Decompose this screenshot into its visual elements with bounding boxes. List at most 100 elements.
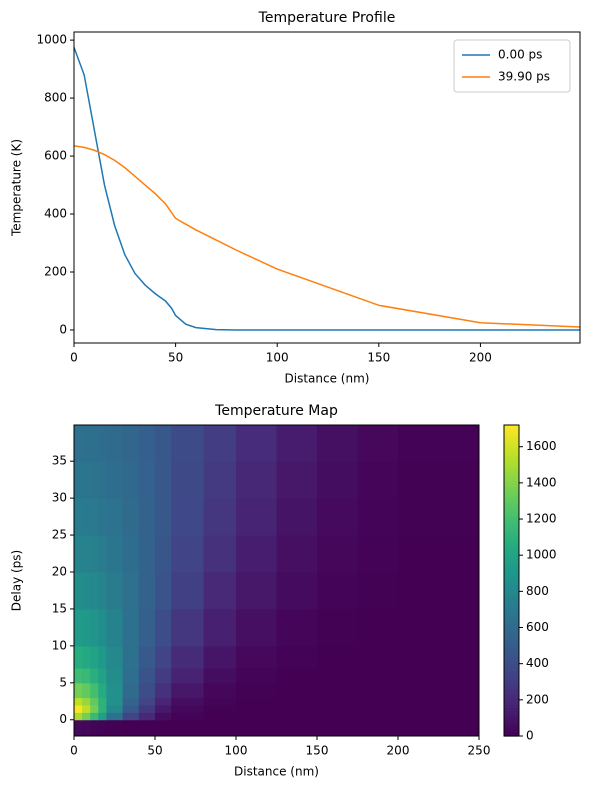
heatmap-cell bbox=[122, 608, 140, 647]
colorbar-strip bbox=[504, 471, 519, 476]
heatmap-cell bbox=[138, 682, 156, 699]
colorbar-tick-label: 800 bbox=[526, 584, 549, 598]
colorbar-strip bbox=[504, 717, 519, 722]
heatmap-cell bbox=[106, 608, 124, 647]
y-tick-label: 25 bbox=[52, 528, 67, 542]
heatmap-cell bbox=[317, 645, 358, 669]
x-tick-label: 150 bbox=[367, 351, 390, 365]
heatmap-cell bbox=[398, 697, 480, 706]
colorbar-strip bbox=[504, 568, 519, 572]
colorbar-strip bbox=[504, 689, 519, 694]
heatmap-cell bbox=[74, 645, 83, 669]
x-tick-label: 50 bbox=[168, 351, 183, 365]
colorbar-strip bbox=[504, 449, 519, 454]
heatmap-cell bbox=[398, 712, 480, 721]
colorbar-strip bbox=[504, 536, 519, 541]
heatmap-cell bbox=[171, 719, 205, 737]
heatmap-cell bbox=[122, 535, 140, 573]
colorbar-strip bbox=[504, 695, 519, 700]
colorbar-strip bbox=[504, 533, 519, 538]
x-tick-label: 200 bbox=[387, 744, 410, 758]
heatmap-cell bbox=[138, 704, 156, 713]
colorbar-strip bbox=[504, 664, 519, 669]
y-tick-label: 1000 bbox=[36, 33, 67, 47]
plot-frame bbox=[73, 31, 581, 344]
colorbar-strip bbox=[504, 456, 519, 460]
heatmap-cell bbox=[74, 719, 83, 737]
heatmap-cell bbox=[106, 498, 124, 536]
heatmap-cell bbox=[276, 645, 318, 669]
heatmap-cell bbox=[90, 682, 99, 699]
heatmap-cell bbox=[236, 608, 277, 647]
colorbar-strip bbox=[504, 518, 519, 523]
heatmap-cell bbox=[98, 461, 107, 499]
colorbar-tick-label: 200 bbox=[526, 692, 549, 706]
y-tick-label: 15 bbox=[52, 601, 67, 615]
heatmap-cell bbox=[122, 704, 140, 713]
colorbar-strip bbox=[504, 714, 519, 718]
heatmap-cell bbox=[90, 668, 99, 684]
colorbar-strip bbox=[504, 446, 519, 451]
x-tick-label: 100 bbox=[266, 351, 289, 365]
colorbar-tick-label: 1200 bbox=[526, 512, 557, 526]
heatmap-cell bbox=[398, 572, 480, 610]
heatmap-cell bbox=[155, 572, 172, 610]
chart-title: Temperature Map bbox=[214, 403, 338, 419]
heatmap-cell bbox=[357, 668, 399, 684]
heatmap-cell bbox=[203, 461, 237, 499]
heatmap-cell bbox=[276, 425, 318, 462]
heatmap-cell bbox=[122, 425, 140, 462]
heatmap-cell bbox=[357, 682, 399, 699]
heatmap-cell bbox=[155, 535, 172, 573]
colorbar-strip bbox=[504, 540, 519, 544]
colorbar-strip bbox=[504, 502, 519, 507]
heatmap-cell bbox=[398, 668, 480, 684]
colorbar-tick-label: 600 bbox=[526, 620, 549, 634]
colorbar-strip bbox=[504, 558, 519, 563]
colorbar-strip bbox=[504, 624, 519, 628]
heatmap-cell bbox=[98, 697, 107, 706]
heatmap-cell bbox=[276, 535, 318, 573]
colorbar-strip bbox=[504, 512, 519, 516]
heatmap-cell bbox=[90, 608, 99, 647]
colorbar-strip bbox=[504, 549, 519, 554]
heatmap-cell bbox=[90, 645, 99, 669]
heatmap-cell bbox=[203, 645, 237, 669]
heatmap-cell bbox=[82, 719, 91, 737]
line-series bbox=[74, 145, 580, 328]
heatmap-cell bbox=[90, 461, 99, 499]
heatmap-cell bbox=[203, 719, 237, 737]
heatmap-cell bbox=[236, 697, 277, 706]
heatmap-cell bbox=[171, 608, 205, 647]
heatmap-cell bbox=[106, 704, 124, 713]
heatmap-cell bbox=[317, 498, 358, 536]
colorbar-strip bbox=[504, 434, 519, 439]
heatmap-cell bbox=[236, 719, 277, 737]
heatmap-cell bbox=[138, 572, 156, 610]
colorbar-strip bbox=[504, 620, 519, 625]
heatmap-cell bbox=[138, 645, 156, 669]
heatmap-cell bbox=[276, 719, 318, 737]
heatmap-cell bbox=[276, 682, 318, 699]
heatmap-cell bbox=[317, 712, 358, 721]
heatmap-cell bbox=[122, 461, 140, 499]
heatmap-cell bbox=[82, 608, 91, 647]
heatmap-cell bbox=[171, 712, 205, 721]
heatmap-cell bbox=[276, 704, 318, 713]
colorbar-strip bbox=[504, 602, 519, 606]
colorbar-strip bbox=[504, 652, 519, 656]
heatmap-cell bbox=[106, 572, 124, 610]
heatmap-cell bbox=[236, 425, 277, 462]
colorbar-strip bbox=[504, 543, 519, 547]
colorbar-strip bbox=[504, 686, 519, 690]
legend-box bbox=[453, 39, 571, 93]
colorbar-strip bbox=[504, 683, 519, 687]
x-tick-label: 50 bbox=[147, 744, 162, 758]
colorbar-strip bbox=[504, 574, 519, 578]
heatmap-cell bbox=[276, 697, 318, 706]
heatmap-cell bbox=[122, 712, 140, 721]
heatmap-cell bbox=[138, 425, 156, 462]
heatmap-cell bbox=[82, 461, 91, 499]
colorbar-strip bbox=[504, 639, 519, 644]
